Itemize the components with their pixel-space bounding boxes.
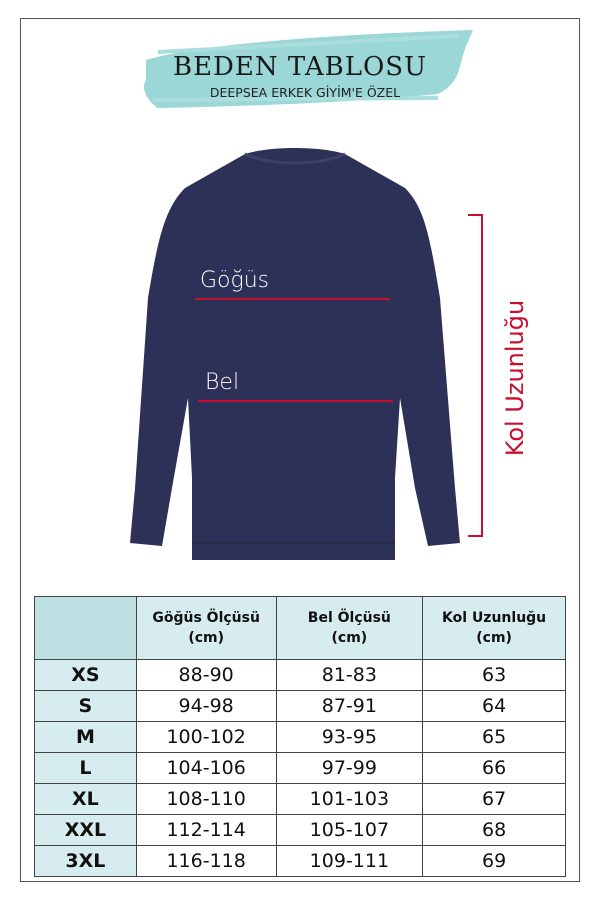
sleeve-measure-bracket: [468, 214, 483, 537]
table-row: M 100-102 93-95 65: [34, 721, 566, 753]
waist-cell: 101-103: [275, 783, 424, 815]
chest-cell: 112-114: [135, 814, 277, 846]
table-row: XXL 112-114 105-107 68: [34, 814, 566, 846]
size-cell: M: [34, 721, 137, 753]
waist-cell: 105-107: [275, 814, 424, 846]
size-cell: 3XL: [34, 845, 137, 877]
waist-measure-line: [198, 400, 393, 402]
chest-cell: 108-110: [135, 783, 277, 815]
size-cell: XL: [34, 783, 137, 815]
header-blank: [34, 596, 137, 660]
chest-cell: 94-98: [135, 690, 277, 722]
table-row: 3XL 116-118 109-111 69: [34, 845, 566, 877]
chest-cell: 104-106: [135, 752, 277, 784]
size-cell: XXL: [34, 814, 137, 846]
waist-cell: 97-99: [275, 752, 424, 784]
page-subtitle: DEEPSEA ERKEK GİYİM'E ÖZEL: [209, 85, 401, 100]
chest-measure-line: [195, 298, 390, 300]
chest-cell: 116-118: [135, 845, 277, 877]
header-waist: Bel Ölçüsü (cm): [275, 596, 424, 660]
waist-cell: 81-83: [275, 659, 424, 691]
header-sleeve: Kol Uzunluğu (cm): [422, 596, 566, 660]
sweater-image: [130, 148, 460, 560]
sleeve-cell: 65: [422, 721, 566, 753]
sleeve-cell: 68: [422, 814, 566, 846]
waist-cell: 93-95: [275, 721, 424, 753]
size-cell: S: [34, 690, 137, 722]
table-row: S 94-98 87-91 64: [34, 690, 566, 722]
size-cell: XS: [34, 659, 137, 691]
sleeve-cell: 67: [422, 783, 566, 815]
sleeve-label: Kol Uzunluğu: [501, 299, 529, 457]
chest-label: Göğüs: [200, 268, 270, 293]
chest-cell: 88-90: [135, 659, 277, 691]
chart-frame: [20, 18, 580, 882]
waist-cell: 87-91: [275, 690, 424, 722]
page-title: BEDEN TABLOSU: [172, 52, 428, 82]
table-row: L 104-106 97-99 66: [34, 752, 566, 784]
sleeve-cell: 66: [422, 752, 566, 784]
table-row: XS 88-90 81-83 63: [34, 659, 566, 691]
sleeve-cell: 63: [422, 659, 566, 691]
header-chest: Göğüs Ölçüsü (cm): [135, 596, 277, 660]
table-header-row: Göğüs Ölçüsü (cm) Bel Ölçüsü (cm) Kol Uzun…: [34, 596, 566, 660]
size-cell: L: [34, 752, 137, 784]
chest-cell: 100-102: [135, 721, 277, 753]
waist-cell: 109-111: [275, 845, 424, 877]
brush-stroke-banner: [143, 30, 473, 108]
size-table: Göğüs Ölçüsü (cm) Bel Ölçüsü (cm) Kol Uzun…: [34, 596, 566, 877]
table-row: XL 108-110 101-103 67: [34, 783, 566, 815]
sleeve-cell: 64: [422, 690, 566, 722]
sleeve-cell: 69: [422, 845, 566, 877]
waist-label: Bel: [205, 370, 240, 395]
